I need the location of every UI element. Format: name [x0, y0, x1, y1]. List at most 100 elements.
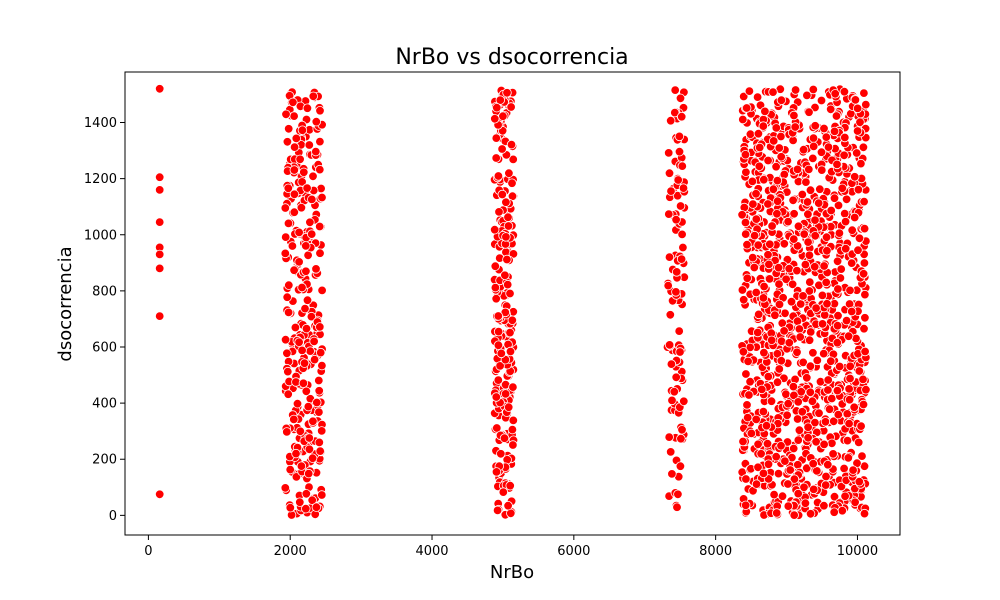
data-point — [849, 402, 859, 413]
data-point — [850, 172, 860, 182]
data-point — [837, 183, 848, 194]
x-tick-label: 8000 — [699, 544, 732, 559]
data-point — [853, 184, 864, 195]
data-point — [811, 437, 821, 447]
x-axis-label: NrBo — [490, 562, 534, 583]
data-point — [772, 175, 783, 186]
data-point — [490, 261, 501, 271]
data-point — [784, 338, 795, 348]
data-point — [839, 86, 850, 97]
data-point — [675, 461, 686, 471]
data-point — [751, 479, 762, 489]
data-point — [677, 161, 688, 171]
data-point — [314, 375, 324, 386]
data-point — [673, 175, 683, 185]
data-point — [823, 142, 834, 152]
data-point — [315, 221, 325, 232]
data-point — [678, 183, 689, 193]
data-point — [765, 239, 775, 250]
data-point — [861, 99, 871, 110]
data-point — [154, 185, 165, 195]
data-point — [839, 150, 849, 161]
data-point — [289, 165, 300, 175]
data-point — [817, 165, 827, 175]
data-point — [858, 399, 869, 410]
data-point — [498, 487, 509, 497]
data-point — [502, 254, 512, 265]
data-point — [794, 425, 805, 435]
data-point — [772, 349, 783, 359]
data-point — [283, 307, 294, 318]
data-point — [799, 229, 809, 239]
data-point — [748, 252, 758, 263]
data-point — [772, 209, 782, 219]
x-tick-label: 6000 — [557, 544, 590, 559]
data-point — [672, 502, 682, 512]
data-point — [677, 111, 687, 122]
data-point — [290, 322, 301, 333]
data-point — [758, 406, 769, 417]
data-point — [821, 471, 831, 482]
data-point — [833, 311, 843, 321]
data-point — [503, 501, 513, 511]
data-point — [280, 203, 291, 213]
data-point — [777, 491, 788, 501]
data-point — [832, 159, 842, 170]
data-point — [790, 122, 800, 132]
data-point — [808, 133, 819, 143]
data-point — [671, 287, 681, 297]
data-point — [792, 347, 802, 358]
data-point — [797, 189, 808, 200]
data-point — [282, 427, 292, 437]
data-point — [501, 197, 511, 207]
data-point — [779, 326, 789, 336]
data-point — [836, 264, 846, 274]
data-point — [490, 224, 500, 235]
data-point — [832, 338, 843, 348]
data-point — [280, 483, 291, 493]
data-point — [773, 263, 784, 273]
data-point — [491, 467, 502, 477]
data-point — [678, 242, 688, 253]
data-point — [301, 323, 312, 334]
data-point — [505, 288, 515, 299]
data-point — [858, 374, 868, 385]
data-point — [755, 142, 765, 153]
data-point — [674, 131, 685, 142]
data-point — [664, 340, 675, 350]
data-point — [850, 95, 861, 105]
data-point — [783, 216, 793, 227]
data-point — [311, 502, 322, 512]
data-point — [500, 389, 511, 399]
data-point — [796, 299, 806, 309]
y-axis: 0 200 400 600 800 1000 1200 1400 — [84, 116, 125, 524]
data-point — [299, 358, 310, 368]
data-point — [815, 184, 825, 194]
data-point — [826, 205, 836, 216]
data-point — [808, 84, 819, 95]
data-point — [840, 132, 850, 143]
data-point — [304, 444, 315, 455]
data-point — [804, 250, 815, 261]
data-point — [493, 375, 504, 385]
data-point — [664, 432, 674, 442]
data-point — [814, 408, 824, 418]
data-point — [740, 217, 751, 228]
data-point — [292, 399, 303, 409]
data-point — [663, 280, 673, 291]
data-point — [807, 396, 818, 406]
data-point — [507, 315, 518, 326]
data-point — [673, 489, 683, 500]
data-point — [792, 265, 802, 276]
data-point — [745, 129, 756, 139]
data-point — [737, 285, 748, 295]
data-point — [303, 250, 313, 261]
data-point — [805, 277, 815, 287]
data-point — [508, 440, 518, 450]
data-point — [845, 373, 855, 384]
data-point — [859, 223, 870, 234]
data-point — [670, 85, 680, 95]
data-point — [810, 417, 820, 428]
y-tick-label: 200 — [92, 453, 117, 468]
